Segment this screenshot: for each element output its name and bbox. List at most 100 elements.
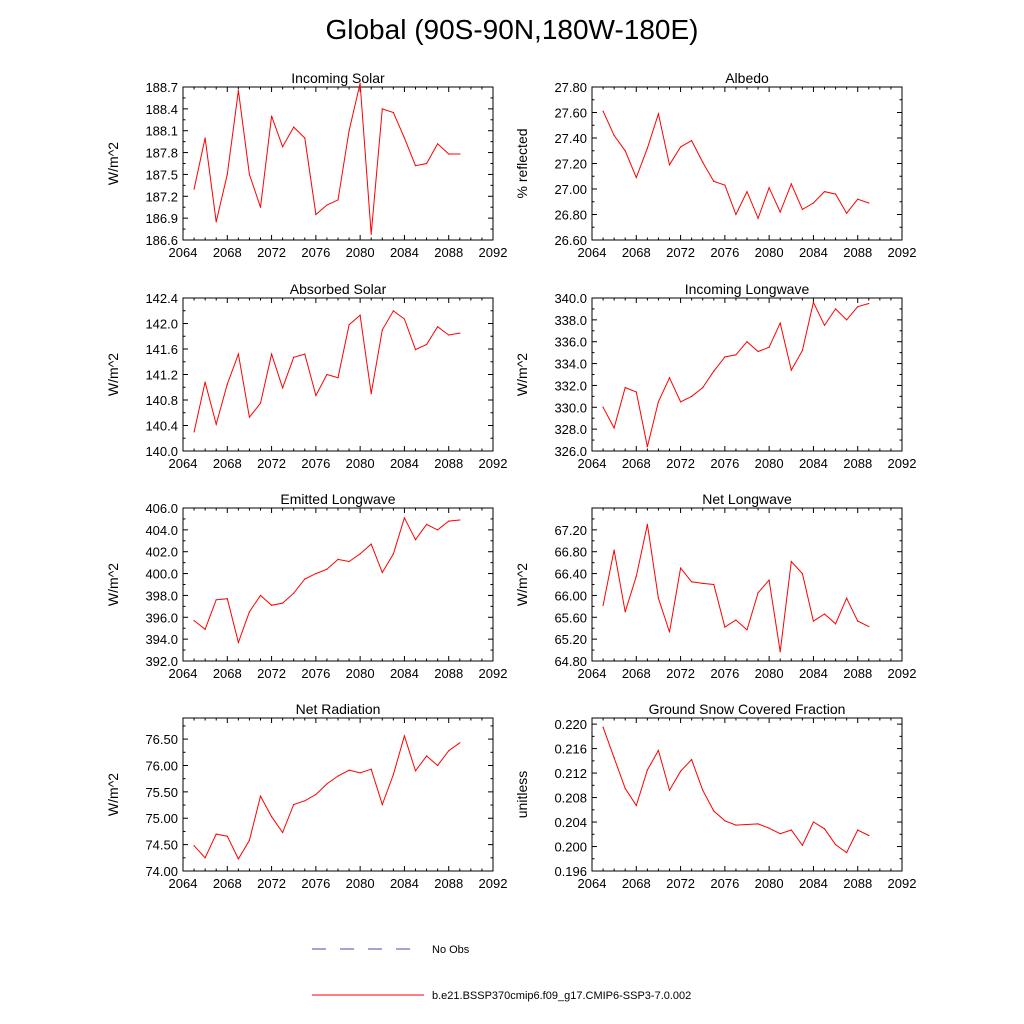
x-tick-label: 2092 bbox=[888, 245, 917, 260]
y-tick-label: 65.60 bbox=[554, 610, 587, 625]
data-point bbox=[403, 517, 406, 519]
y-tick-label: 392.0 bbox=[145, 654, 178, 669]
y-axis-label: W/m^2 bbox=[105, 773, 121, 816]
y-tick-label: 66.80 bbox=[554, 545, 587, 560]
data-point bbox=[226, 383, 228, 385]
data-point bbox=[779, 833, 781, 835]
x-tick-label: 2072 bbox=[666, 245, 695, 260]
y-tick-label: 26.80 bbox=[554, 208, 587, 223]
data-point bbox=[215, 221, 217, 223]
data-point bbox=[414, 165, 417, 167]
data-point bbox=[657, 597, 660, 599]
data-point bbox=[724, 184, 726, 186]
data-point bbox=[204, 857, 206, 859]
data-point bbox=[602, 726, 604, 728]
y-tick-label: 404.0 bbox=[145, 523, 178, 538]
data-point bbox=[713, 583, 715, 586]
data-point bbox=[381, 803, 383, 806]
x-tick-label: 2092 bbox=[888, 456, 917, 471]
x-tick-label: 2080 bbox=[346, 666, 375, 681]
data-point bbox=[359, 553, 361, 555]
x-tick-label: 2072 bbox=[666, 876, 695, 891]
x-tick-label: 2088 bbox=[434, 456, 463, 471]
data-point bbox=[326, 568, 328, 570]
data-point bbox=[403, 318, 406, 320]
data-point bbox=[215, 833, 217, 835]
x-tick-label: 2080 bbox=[755, 456, 784, 471]
y-tick-label: 76.00 bbox=[145, 758, 178, 773]
data-point bbox=[646, 147, 648, 149]
data-point bbox=[812, 620, 815, 622]
data-point bbox=[857, 198, 859, 200]
x-tick-label: 2084 bbox=[390, 876, 419, 891]
y-tick-label: 396.0 bbox=[145, 610, 178, 625]
data-point bbox=[812, 821, 815, 823]
x-tick-label: 2064 bbox=[169, 245, 198, 260]
data-point bbox=[857, 306, 859, 308]
panel-title: Net Longwave bbox=[702, 491, 792, 507]
data-point bbox=[348, 130, 350, 132]
data-point bbox=[624, 787, 626, 789]
data-point bbox=[204, 628, 206, 630]
x-tick-label: 2064 bbox=[578, 245, 607, 260]
x-tick-label: 2084 bbox=[799, 245, 828, 260]
y-tick-label: 27.20 bbox=[554, 157, 587, 172]
y-tick-label: 27.60 bbox=[554, 106, 587, 121]
data-point bbox=[779, 211, 781, 213]
y-axis-label: % reflected bbox=[514, 128, 530, 198]
y-tick-label: 140.0 bbox=[145, 444, 178, 459]
data-point bbox=[735, 354, 737, 356]
data-point bbox=[348, 560, 350, 563]
y-axis-label: W/m^2 bbox=[105, 142, 121, 185]
data-point bbox=[823, 190, 826, 193]
x-tick-label: 2084 bbox=[799, 876, 828, 891]
data-point bbox=[326, 373, 328, 376]
data-point bbox=[326, 783, 328, 785]
data-point bbox=[437, 326, 439, 328]
data-point bbox=[226, 173, 228, 176]
data-point bbox=[459, 742, 461, 744]
data-point bbox=[193, 431, 195, 433]
series-line bbox=[193, 83, 460, 235]
data-point bbox=[282, 602, 284, 604]
data-point bbox=[315, 394, 317, 397]
data-point bbox=[248, 611, 251, 613]
data-point bbox=[304, 800, 306, 802]
x-tick-label: 2072 bbox=[257, 876, 286, 891]
x-tick-label: 2076 bbox=[710, 876, 739, 891]
data-point bbox=[448, 750, 450, 752]
data-point bbox=[392, 773, 394, 776]
data-point bbox=[193, 188, 195, 190]
data-point bbox=[270, 115, 273, 117]
data-point bbox=[779, 322, 781, 324]
data-point bbox=[724, 626, 726, 628]
y-tick-label: 141.6 bbox=[145, 342, 178, 357]
x-tick-label: 2076 bbox=[301, 245, 330, 260]
data-point bbox=[304, 578, 306, 580]
data-point bbox=[624, 611, 626, 613]
data-point bbox=[790, 183, 792, 185]
data-point bbox=[702, 161, 704, 163]
data-point bbox=[834, 623, 837, 625]
data-point bbox=[846, 319, 848, 321]
data-point bbox=[337, 199, 339, 201]
y-tick-label: 0.216 bbox=[554, 742, 587, 757]
data-point bbox=[204, 137, 206, 139]
x-tick-label: 2084 bbox=[799, 456, 828, 471]
y-tick-label: 186.9 bbox=[145, 211, 178, 226]
data-point bbox=[602, 110, 604, 112]
panel-title: Emitted Longwave bbox=[280, 491, 395, 507]
data-point bbox=[657, 113, 660, 115]
data-point bbox=[237, 858, 239, 860]
data-point bbox=[768, 827, 770, 829]
plot-frame bbox=[591, 86, 903, 241]
data-point bbox=[790, 829, 792, 831]
y-tick-label: 27.00 bbox=[554, 182, 587, 197]
data-point bbox=[304, 137, 306, 139]
data-point bbox=[713, 370, 715, 372]
series-line bbox=[602, 110, 869, 220]
panel-title: Ground Snow Covered Fraction bbox=[649, 701, 846, 717]
y-tick-label: 188.1 bbox=[145, 124, 178, 139]
y-tick-label: 140.8 bbox=[145, 393, 178, 408]
chart-panels: Incoming Solar W/m^2 2064 2068 2072 2076 2080 2… bbox=[105, 70, 916, 891]
